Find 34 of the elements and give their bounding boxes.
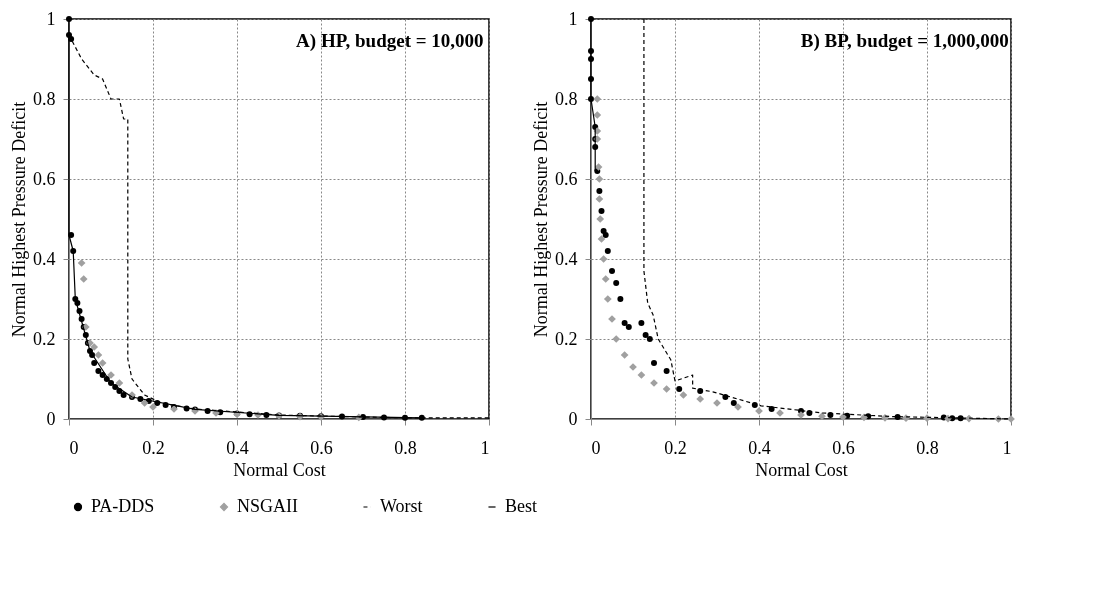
x-tick-label: 0.4 (226, 437, 249, 458)
y-tick-label: 0.8 (33, 88, 56, 109)
y-tick-label: 0.8 (555, 88, 578, 109)
y-tick-label: 0.2 (33, 328, 56, 349)
y-tick-label: 0 (568, 408, 578, 429)
y-tick-label: 0 (46, 408, 56, 429)
legend-label: Best (505, 496, 538, 516)
y-axis-title: Normal Highest Pressure Deficit (9, 101, 29, 338)
x-tick-label: 0.4 (748, 437, 771, 458)
y-tick-label: 0.4 (555, 248, 578, 269)
text: A) HP, budget = 10,000 (296, 30, 484, 52)
legend-label: PA-DDS (91, 496, 155, 516)
x-axis-title: Normal Cost (233, 459, 326, 480)
legend-label: Worst (380, 496, 423, 516)
x-tick-label: 0.8 (916, 437, 939, 458)
text: B) BP, budget = 1,000,000 (800, 30, 1009, 52)
y-tick-label: 0.4 (33, 248, 56, 269)
legend-label: NSGAII (237, 496, 298, 516)
x-tick-label: 0 (591, 437, 601, 458)
x-tick-label: 0.2 (664, 437, 687, 458)
x-axis-title: Normal Cost (755, 459, 848, 480)
x-tick-label: 0 (69, 437, 79, 458)
y-tick-label: 1 (568, 8, 578, 29)
y-tick-label: 1 (46, 8, 56, 29)
y-tick-label: 0.2 (555, 328, 578, 349)
x-tick-label: 0.8 (394, 437, 417, 458)
x-tick-label: 0.6 (832, 437, 855, 458)
y-tick-label: 0.6 (555, 168, 578, 189)
y-tick-label: 0.6 (33, 168, 56, 189)
x-tick-label: 0.2 (142, 437, 165, 458)
x-tick-label: 0.6 (310, 437, 333, 458)
x-tick-label: 1 (480, 437, 490, 458)
x-tick-label: 1 (1002, 437, 1012, 458)
y-axis-title: Normal Highest Pressure Deficit (531, 101, 551, 338)
